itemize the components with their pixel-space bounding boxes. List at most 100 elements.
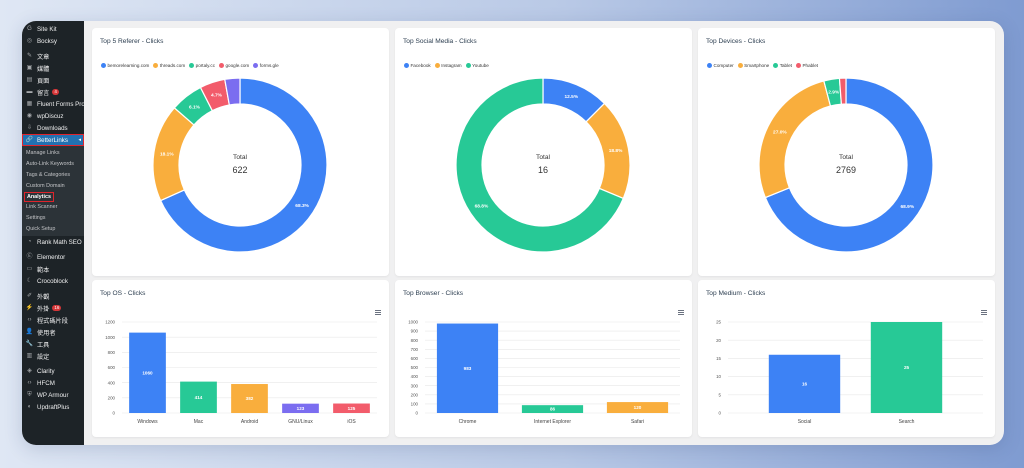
- sidebar-item-wpdiscuz[interactable]: ◉ wpDiscuz: [22, 110, 84, 122]
- sidebar-item-label: Site Kit: [37, 25, 57, 33]
- bar-mac[interactable]: [180, 381, 217, 413]
- sidebar-item-downloads[interactable]: ⇩ Downloads: [22, 122, 84, 134]
- submenu-item-manage-links[interactable]: Manage Links: [26, 150, 60, 157]
- legend-label: google.com: [225, 63, 250, 68]
- sidebar-item-wp-armour[interactable]: ⛨ WP Armour: [22, 389, 84, 401]
- chart-menu-icon[interactable]: [678, 310, 684, 315]
- bar-value-label: 125: [348, 406, 356, 411]
- y-tick-label: 1000: [105, 335, 115, 340]
- y-tick-label: 10: [716, 374, 721, 379]
- legend-item[interactable]: Instagram: [434, 63, 462, 68]
- sidebar-item-updraftplus[interactable]: ◐ UpdraftPlus: [22, 401, 84, 413]
- sidebar-item-item[interactable]: ‹› 程式碼片段: [22, 314, 84, 326]
- legend-item[interactable]: google.com: [219, 63, 249, 68]
- legend-dot-icon: [101, 63, 106, 68]
- menu-icon: 👤: [25, 329, 34, 336]
- sidebar-item-elementor[interactable]: Ⓔ Elementor: [22, 251, 84, 263]
- legend-item[interactable]: Smartphone: [737, 63, 769, 68]
- sidebar-item-item[interactable]: 🔧 工具: [22, 338, 84, 350]
- legend-item[interactable]: forms.gle: [253, 63, 279, 68]
- sidebar-item-item[interactable]: ⚡ 外掛 16: [22, 302, 84, 314]
- y-tick-label: 1200: [105, 320, 115, 325]
- sidebar-item-hfcm[interactable]: ‹› HFCM: [22, 377, 84, 389]
- sidebar-item-label: 文章: [37, 53, 50, 61]
- legend-dot-icon: [189, 63, 195, 68]
- sidebar-item-site-kit[interactable]: G Site Kit: [22, 23, 84, 35]
- donut-slice-68-8[interactable]: [455, 77, 625, 253]
- legend-item[interactable]: bemorelearning.com: [101, 63, 149, 68]
- bar-safari[interactable]: [606, 402, 669, 413]
- bar-windows[interactable]: [129, 332, 166, 413]
- submenu-item-link-scanner[interactable]: Link Scanner: [26, 204, 58, 211]
- sidebar-item-label: Clarity: [37, 367, 55, 375]
- sidebar-item-label: HFCM: [37, 379, 55, 387]
- menu-icon: 🔗: [25, 137, 34, 143]
- sidebar-item-item[interactable]: 👤 使用者: [22, 326, 84, 338]
- x-category-label: Android: [241, 419, 258, 425]
- x-category-label: Windows: [137, 419, 158, 425]
- bar-internet-explorer[interactable]: [521, 405, 584, 413]
- donut-chart: 68.9% 27.0% 2.9% Total 2769: [758, 77, 934, 253]
- submenu-item-auto-link-keywords[interactable]: Auto-Link Keywords: [26, 161, 74, 168]
- sidebar-item-label: WP Armour: [37, 391, 69, 399]
- donut-slice-27-0[interactable]: [758, 80, 832, 199]
- slice-label: 68.8%: [475, 204, 489, 210]
- chart-legend: Facebook Instagram Youtube: [404, 63, 489, 68]
- bar-android[interactable]: [231, 384, 268, 413]
- sidebar-item-label: 使用者: [37, 329, 56, 337]
- card-title: Top Browser - Clicks: [403, 290, 464, 297]
- sidebar-item-item[interactable]: ✎ 文章: [22, 50, 84, 62]
- donut-slice-f25c6b[interactable]: [838, 77, 847, 105]
- menu-icon: 🔧: [25, 341, 34, 348]
- menu-icon: ▭: [26, 266, 33, 273]
- sidebar-item-clarity[interactable]: ◈ Clarity: [22, 365, 84, 377]
- sidebar-item-crocoblock[interactable]: ☾ Crocoblock: [22, 275, 84, 287]
- sidebar-item-item[interactable]: ▤ 頁面: [22, 74, 84, 86]
- sidebar-item-betterlinks[interactable]: 🔗 BetterLinks ◂: [22, 134, 84, 146]
- sidebar-item-item[interactable]: ▥ 設定: [22, 350, 84, 362]
- legend-item[interactable]: Youtube: [465, 63, 489, 68]
- sidebar-item-label: wpDiscuz: [37, 112, 64, 120]
- sidebar-item-item[interactable]: ▣ 媒體: [22, 62, 84, 74]
- sidebar-item-label: 程式碼片段: [37, 317, 68, 325]
- sidebar-item-item[interactable]: ✐ 外觀: [22, 290, 84, 302]
- sidebar-item-item[interactable]: ▭ 範本: [22, 263, 84, 275]
- bar-search[interactable]: [870, 322, 943, 413]
- y-tick-label: 900: [411, 329, 419, 334]
- legend-item[interactable]: Phablet: [795, 63, 818, 68]
- sidebar-item-item[interactable]: ▬ 留言 4: [22, 86, 84, 98]
- donut-card-top-social-media-clicks: Top Social Media - Clicks Facebook Instagr…: [395, 28, 692, 276]
- submenu-item-analytics[interactable]: Analytics: [24, 191, 54, 202]
- sidebar-item-label: BetterLinks: [37, 136, 68, 144]
- bar-gnu-linux[interactable]: [282, 403, 319, 413]
- menu-icon: ◈: [27, 368, 32, 375]
- donut-slice-68-3[interactable]: [159, 77, 328, 253]
- submenu-item-custom-domain[interactable]: Custom Domain: [26, 182, 65, 189]
- legend-item[interactable]: portaly.cc: [189, 63, 215, 68]
- y-tick-label: 600: [108, 365, 116, 370]
- bar-ios[interactable]: [333, 403, 370, 413]
- legend-label: Facebook: [410, 63, 431, 68]
- legend-item[interactable]: Tablet: [773, 63, 792, 68]
- bar-chrome[interactable]: [436, 323, 499, 413]
- sidebar-item-bocksy[interactable]: ◎ Bocksy: [22, 35, 84, 47]
- sidebar-item-fluent-forms-pro[interactable]: ▦ Fluent Forms Pro: [22, 98, 85, 110]
- bar-chart: 0 100 200 300 400 500 600 700 800 900 1000 983 Chrom…: [408, 320, 680, 425]
- legend-item[interactable]: Computer: [707, 63, 734, 68]
- y-tick-label: 800: [411, 338, 419, 343]
- y-tick-label: 400: [411, 374, 419, 379]
- legend-item[interactable]: threads.com: [153, 63, 185, 68]
- bar-chart: 0 200 400 600 800 1000 1200 1060 Windows 414 Mac 38…: [105, 320, 377, 425]
- sidebar-item-rank-math-seo[interactable]: ◔ Rank Math SEO: [22, 236, 84, 248]
- submenu-item-quick-setup[interactable]: Quick Setup: [26, 225, 56, 232]
- legend-item[interactable]: Facebook: [404, 63, 431, 68]
- slice-label: 27.0%: [773, 129, 787, 135]
- bar-social[interactable]: [768, 354, 841, 413]
- donut-slice-68-9[interactable]: [764, 77, 934, 253]
- bar-card-top-os-clicks: Top OS - Clicks 0 200 400 600 800 1000 1200 1060…: [92, 280, 389, 437]
- chart-menu-icon[interactable]: [981, 310, 987, 315]
- submenu-item-tags-categories[interactable]: Tags & Categories: [26, 171, 71, 178]
- donut-slice-7b6df0[interactable]: [224, 77, 241, 106]
- chart-menu-icon[interactable]: [375, 310, 381, 315]
- submenu-item-settings[interactable]: Settings: [26, 215, 46, 222]
